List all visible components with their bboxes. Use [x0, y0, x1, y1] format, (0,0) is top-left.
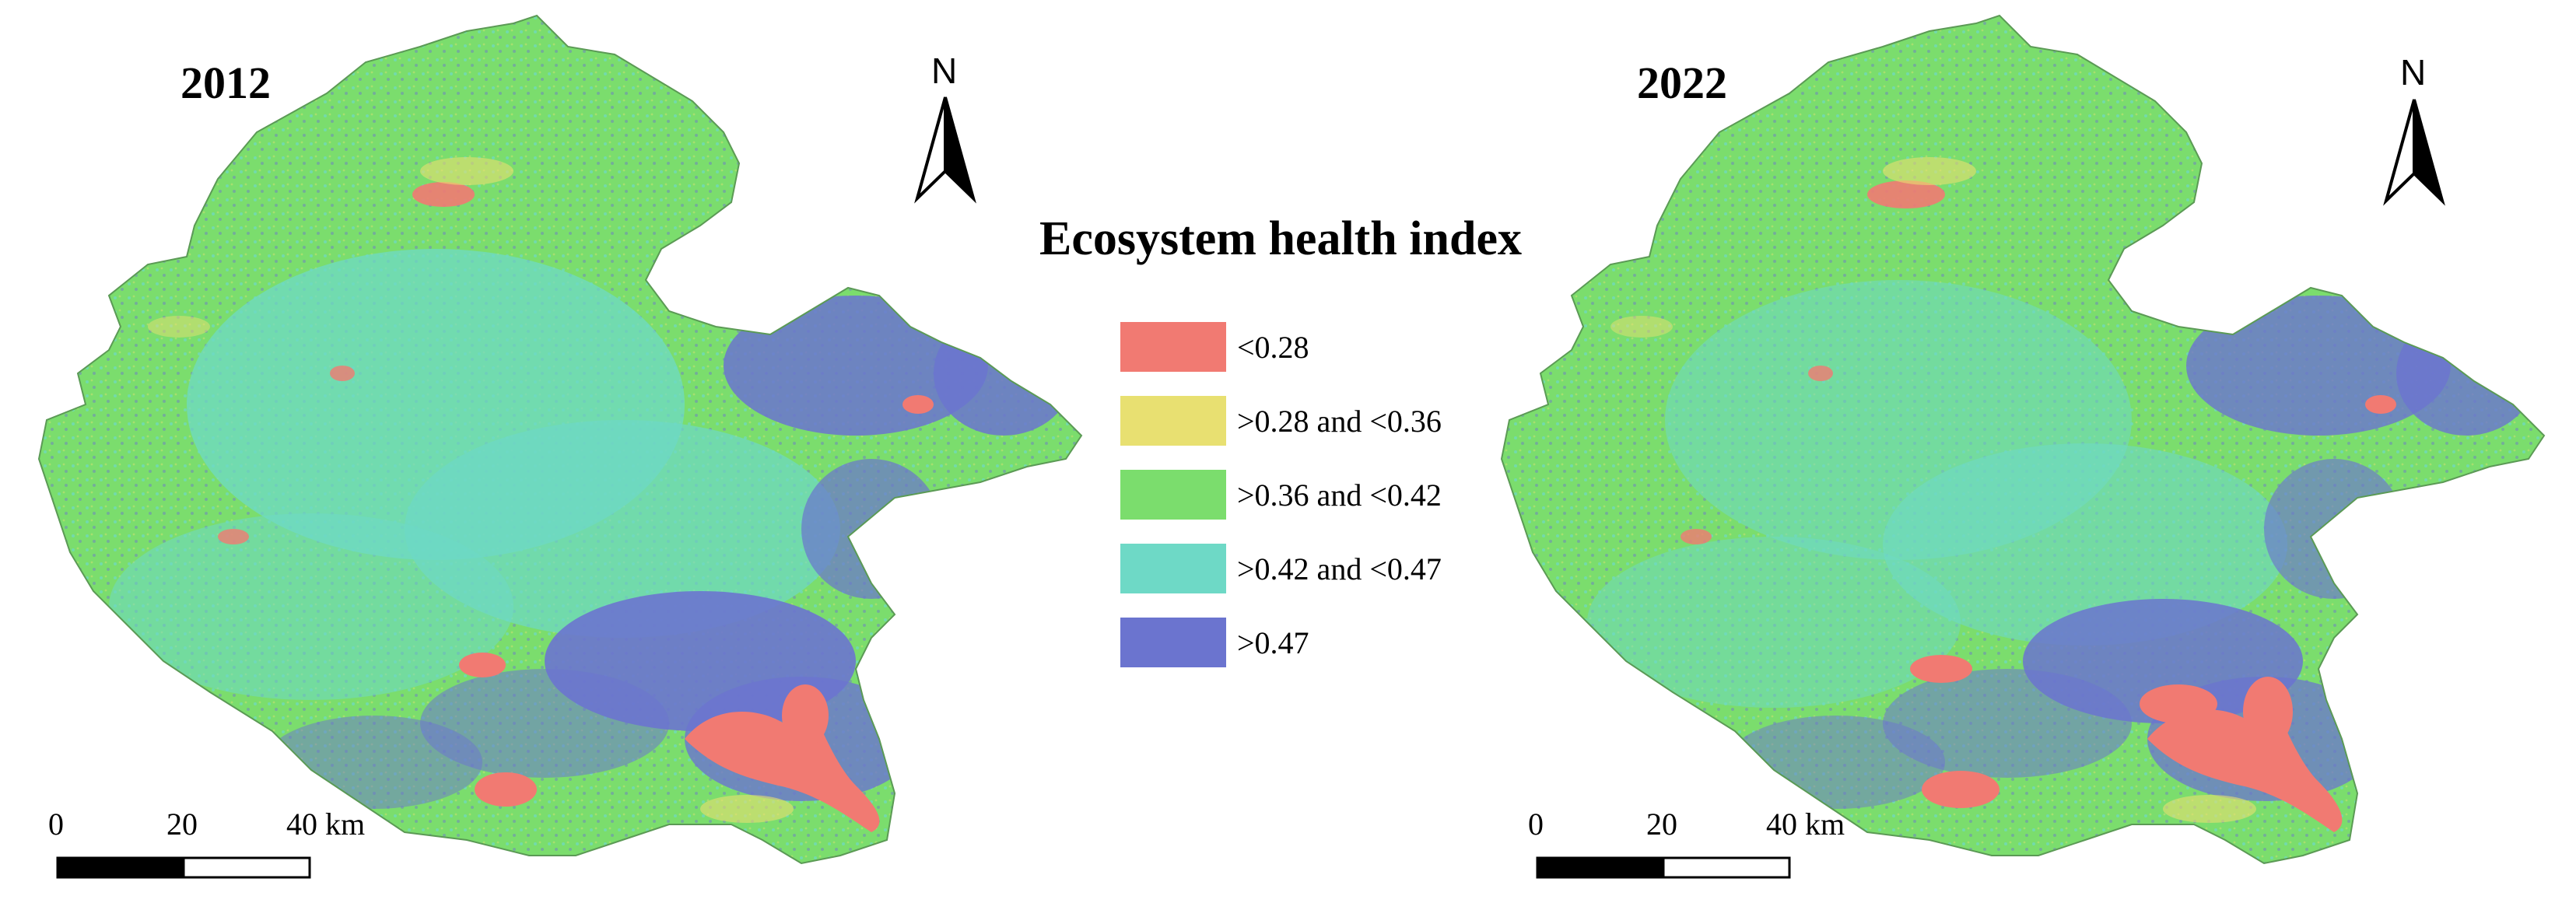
- legend-item: >0.42 and <0.47: [1120, 544, 1556, 593]
- scale-tick-20: 20: [166, 807, 198, 842]
- north-label: N: [931, 51, 958, 91]
- legend-label: >0.36 and <0.42: [1237, 477, 1442, 513]
- map-2012: [39, 16, 1081, 863]
- legend-item: >0.28 and <0.36: [1120, 396, 1556, 446]
- scale-tick-20: 20: [1646, 807, 1677, 842]
- panel-year-2022: 2022: [1637, 58, 1727, 108]
- scale-tick-0: 0: [1528, 807, 1544, 842]
- panel-year-2012: 2012: [180, 58, 271, 108]
- legend-swatch: [1120, 618, 1226, 667]
- legend-label: >0.28 and <0.36: [1237, 403, 1442, 439]
- scale-tick-0: 0: [48, 807, 64, 842]
- map-2012-outline: [37, 14, 1083, 865]
- north-label: N: [2400, 52, 2427, 93]
- map-2022-outline: [1500, 14, 2546, 865]
- legend-swatch: [1120, 544, 1226, 593]
- scale-tick-40: 40 km: [286, 807, 366, 842]
- scale-tick-40: 40 km: [1766, 807, 1845, 842]
- legend-label: >0.42 and <0.47: [1237, 551, 1442, 586]
- scale-bar-2022: [1536, 856, 1791, 879]
- north-arrow-icon: [2383, 99, 2445, 206]
- legend-item: >0.36 and <0.42: [1120, 470, 1556, 520]
- legend-item: <0.28: [1120, 322, 1556, 372]
- legend-swatch: [1120, 396, 1226, 446]
- scale-bar-2012: [56, 856, 311, 879]
- legend-title: Ecosystem health index: [1039, 212, 1522, 265]
- legend-swatch: [1120, 470, 1226, 520]
- legend-item: >0.47: [1120, 618, 1556, 667]
- legend: <0.28 >0.28 and <0.36 >0.36 and <0.42 >0…: [1120, 322, 1556, 691]
- north-arrow-icon: [914, 96, 976, 204]
- legend-label: <0.28: [1237, 329, 1309, 365]
- legend-swatch: [1120, 322, 1226, 372]
- legend-label: >0.47: [1237, 625, 1309, 660]
